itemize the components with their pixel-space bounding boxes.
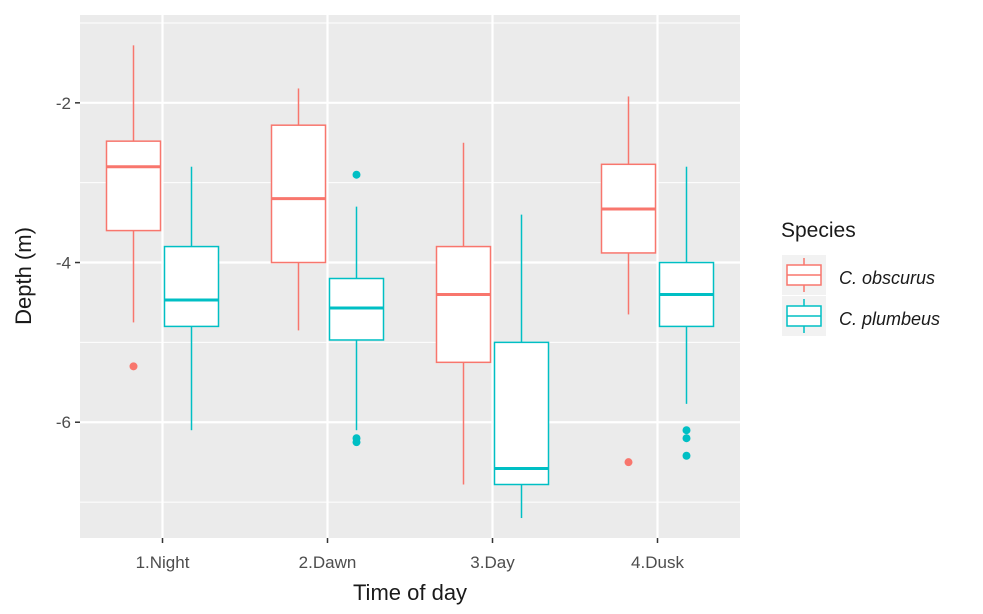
axes: -2 -4 -6 1.Night 2.Dawn 3.Day 4.Dusk [56, 94, 685, 572]
x-tick-label: 2.Dawn [299, 553, 357, 572]
outlier-point [682, 426, 691, 435]
outlier-point [352, 438, 361, 447]
y-tick-label: -2 [56, 94, 71, 113]
legend-key-c-plumbeus [782, 296, 826, 336]
grid-major [80, 15, 740, 538]
outlier-point [129, 362, 138, 371]
x-tick-label: 3.Day [470, 553, 515, 572]
x-tick-label: 4.Dusk [631, 553, 684, 572]
box-iqr [270, 124, 327, 264]
outlier-point [682, 434, 691, 443]
outlier-point [682, 451, 691, 460]
box-c-obscurus-3-day [435, 142, 492, 485]
box-c-obscurus-2-dawn [270, 88, 327, 331]
legend: Species C. obscurus C. plumbeus [781, 219, 940, 336]
box-iqr [493, 341, 550, 486]
box-iqr [163, 245, 220, 328]
box-c-plumbeus-2-dawn [328, 170, 385, 447]
box-c-plumbeus-4-dusk [658, 166, 715, 460]
legend-label-c-obscurus: C. obscurus [839, 268, 935, 288]
box-iqr [435, 245, 492, 364]
y-tick-label: -4 [56, 254, 71, 273]
boxes [105, 45, 715, 519]
box-c-obscurus-4-dusk [600, 96, 657, 467]
box-c-obscurus-1-night [105, 45, 162, 371]
outlier-point [352, 170, 361, 179]
x-tick-label: 1.Night [136, 553, 190, 572]
box-c-plumbeus-3-day [493, 214, 550, 519]
y-tick-label: -6 [56, 413, 71, 432]
y-axis-title: Depth (m) [11, 227, 36, 325]
legend-key-c-obscurus [782, 255, 826, 295]
box-c-plumbeus-1-night [163, 166, 220, 431]
x-axis-title: Time of day [353, 580, 467, 605]
box-iqr [105, 140, 162, 232]
outlier-point [624, 458, 633, 467]
legend-label-c-plumbeus: C. plumbeus [839, 309, 940, 329]
legend-title: Species [781, 219, 856, 242]
